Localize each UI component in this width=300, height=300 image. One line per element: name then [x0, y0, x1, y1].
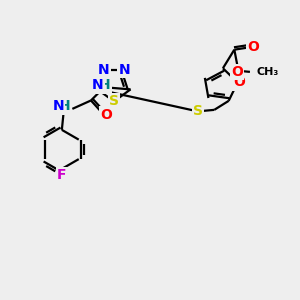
- Text: F: F: [57, 168, 67, 182]
- Text: H: H: [59, 100, 71, 113]
- Text: N: N: [98, 63, 110, 77]
- Text: O: O: [248, 40, 260, 54]
- Text: O: O: [233, 76, 245, 89]
- Text: N: N: [52, 100, 64, 113]
- Text: N: N: [92, 79, 103, 92]
- Text: O: O: [100, 108, 112, 122]
- Text: S: S: [109, 94, 119, 108]
- Text: S: S: [193, 104, 203, 118]
- Text: N: N: [118, 63, 130, 77]
- Text: O: O: [231, 65, 243, 79]
- Text: H: H: [99, 79, 110, 92]
- Text: CH₃: CH₃: [256, 67, 279, 77]
